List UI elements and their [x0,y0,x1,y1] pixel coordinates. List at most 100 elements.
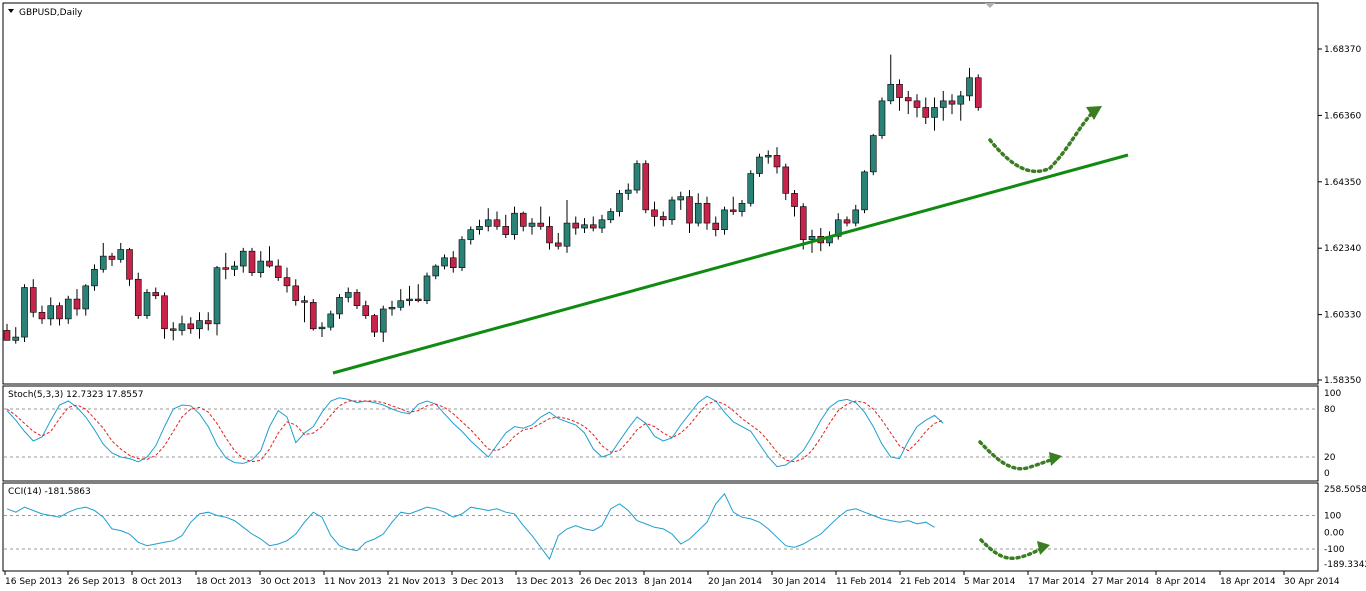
candle [336,294,343,319]
candle [178,315,186,336]
cci-title: CCI(14) -181.5863 [8,487,91,497]
candle [738,199,746,217]
candle [117,242,125,263]
cci-tick-label: 258.5058 [1324,485,1366,495]
forecast-arrow-price [988,106,1102,174]
candle [231,261,238,276]
price-panel-frame [2,2,1319,385]
candle [388,300,396,316]
time-tick-label: 5 Mar 2014 [964,577,1016,587]
candle [274,259,282,281]
candle [82,284,90,316]
candle [642,160,650,214]
candle [791,190,798,217]
candle [633,160,641,194]
candle [721,206,728,235]
candle [152,287,160,300]
time-tick-label: 21 Feb 2014 [900,577,956,587]
candle [301,295,308,323]
cci-tick-label: -100 [1324,545,1345,555]
candle [187,317,195,334]
cci-tick-label: 0.00 [1324,528,1344,538]
candle [869,133,877,176]
candle [397,289,405,311]
time-tick-label: 18 Oct 2013 [196,577,252,587]
candle [589,216,597,232]
candle [38,305,46,324]
candle [126,247,133,286]
forecast-arrow-stoch [978,440,1062,471]
candle [309,299,317,331]
candle [616,190,623,217]
candle [519,211,527,232]
time-tick-label: 11 Nov 2013 [324,577,382,587]
price-tick-label: 1.58350 [1324,376,1361,386]
candle [782,163,790,200]
time-tick-label: 8 Jan 2014 [644,577,692,587]
stoch-lines [6,395,944,468]
candle [47,297,55,326]
candlestick-series [3,54,982,344]
candle [939,90,947,121]
candle [73,289,81,316]
candle [248,247,256,276]
candle [327,310,335,331]
price-tick-label: 1.64350 [1324,178,1361,188]
time-tick-label: 26 Sep 2013 [68,577,125,587]
candle [554,232,562,250]
candle [344,287,352,303]
stoch-tick-label: 100 [1324,389,1341,399]
stoch-title: Stoch(5,3,3) 12.7323 17.8557 [8,390,143,400]
price-y-axis: 1.68370 1.66360 1.64350 1.62340 1.60330 1.583… [1318,45,1361,386]
candle [362,300,370,319]
candle [799,203,807,250]
candle [852,204,860,227]
candle [624,183,632,200]
stoch-panel-frame [2,385,1319,482]
candle [974,74,982,111]
time-tick-label: 13 Dec 2013 [516,577,574,587]
stoch-signal-line [6,400,944,463]
dropdown-triangle-icon[interactable] [8,9,14,13]
time-tick-label: 27 Mar 2014 [1092,577,1149,587]
candle [12,327,20,344]
candle [677,191,685,210]
candle [694,193,702,227]
cci-y-axis: 258.5058 100 0.00 -100 -189.3342 [1324,485,1366,570]
candle [204,312,212,331]
candle [703,196,711,230]
time-tick-label: 20 Jan 2014 [708,577,762,587]
candle [414,284,422,303]
forecast-arrow-cci [979,538,1050,560]
candle [56,302,63,326]
candle [966,67,973,101]
candle [502,214,510,238]
candle [134,272,142,319]
time-tick-label: 11 Feb 2014 [836,577,892,587]
indicator-levels [4,408,1317,550]
time-tick-label: 30 Oct 2013 [260,577,316,587]
candle [379,305,387,343]
candle [887,54,895,105]
candle [266,246,273,268]
candle [423,272,431,305]
candle [318,322,326,338]
stoch-main-line [6,395,944,468]
chart-shift-marker[interactable] [985,3,995,8]
candle [283,267,291,293]
candle [712,216,720,237]
candle [843,216,851,227]
candle [108,252,116,267]
time-tick-label: 17 Mar 2014 [1028,577,1085,587]
price-tick-label: 1.68370 [1324,45,1361,55]
candle [222,252,230,280]
stoch-tick-label: 80 [1324,405,1336,415]
candle [441,254,448,270]
cci-series-line [6,492,935,561]
support-trendline[interactable] [332,153,1129,375]
candle [476,219,483,235]
candle [528,218,536,235]
price-tick-label: 1.66360 [1324,111,1361,121]
candle [3,323,11,341]
